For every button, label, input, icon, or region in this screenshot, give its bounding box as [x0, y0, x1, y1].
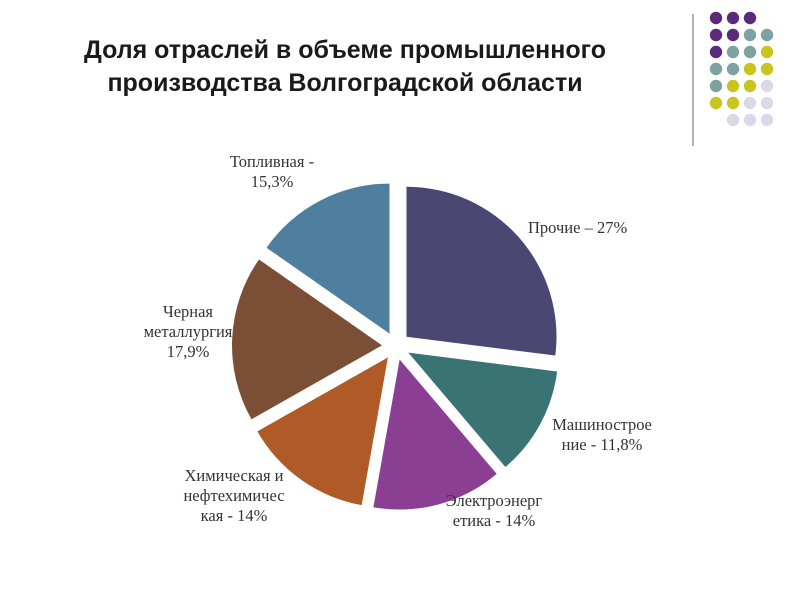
decor-dot	[760, 96, 774, 110]
pie-label-khimicheskaya: Химическая и нефтехимичес кая - 14%	[183, 466, 284, 525]
decor-dot	[709, 11, 723, 25]
pie-label-chernaya-metallurgiya: Черная металлургия 17,9%	[144, 302, 233, 361]
decor-dot	[743, 113, 757, 127]
pie-slice-prochie	[406, 186, 557, 356]
decor-dot	[760, 45, 774, 59]
decor-dot	[726, 62, 740, 76]
decor-dot	[726, 96, 740, 110]
pie-slice-khimicheskaya	[257, 357, 388, 506]
pie-label-elektroenergetika: Электроэнерг етика - 14%	[446, 491, 543, 530]
decor-dot	[709, 28, 723, 42]
decor-dot	[743, 28, 757, 42]
decor-dot	[760, 79, 774, 93]
decorative-dot-grid	[709, 11, 774, 127]
decor-dot	[760, 28, 774, 42]
decor-dot	[726, 28, 740, 42]
pie-label-toplivnaya: Топливная -15,3%	[230, 152, 314, 191]
slide-title-line-2: производства Волгоградской области	[107, 69, 583, 97]
decor-dot	[709, 45, 723, 59]
title-divider-line	[692, 14, 694, 146]
decor-dot	[743, 45, 757, 59]
decor-dot	[743, 11, 757, 25]
pie-label-mashinostroenie: Машиностроe ние - 11,8%	[552, 415, 652, 454]
decor-dot	[726, 45, 740, 59]
pie-slice-chernaya-metallurgiya	[232, 259, 383, 420]
pie-slice-toplivnaya	[266, 183, 390, 334]
decor-dot	[709, 79, 723, 93]
pie-slice-elektroenergetika	[373, 359, 497, 510]
decor-dot	[726, 11, 740, 25]
decor-dot	[726, 79, 740, 93]
slide-title: Доля отраслей в объеме промышленного про…	[30, 34, 660, 100]
decor-dot	[709, 96, 723, 110]
decor-dot	[709, 62, 723, 76]
decor-dot	[743, 96, 757, 110]
decor-dot	[743, 62, 757, 76]
decor-dot	[743, 79, 757, 93]
slide-title-line-1: Доля отраслей в объеме промышленного	[83, 36, 607, 64]
pie-label-prochie: Прочие – 27%	[528, 218, 627, 237]
decor-dot	[726, 113, 740, 127]
decor-dot	[760, 62, 774, 76]
pie-slice-mashinostroenie	[408, 352, 558, 468]
decor-dot	[760, 113, 774, 127]
